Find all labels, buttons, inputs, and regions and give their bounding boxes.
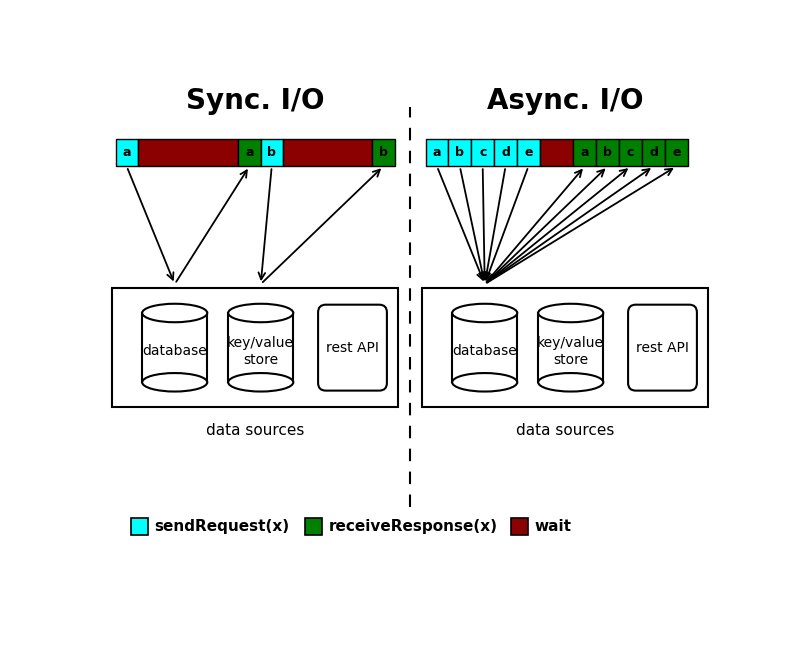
Bar [261,139,283,167]
Text: rest API: rest API [636,341,689,354]
Text: key/value
store: key/value store [538,336,604,367]
Text: sendRequest(x): sendRequest(x) [154,519,290,534]
Ellipse shape [228,373,294,391]
Text: c: c [479,146,486,159]
Text: a: a [433,146,441,159]
Bar [131,518,148,535]
Text: b: b [455,146,464,159]
Text: receiveResponse(x): receiveResponse(x) [329,519,498,534]
Text: key/value
store: key/value store [227,336,294,367]
Text: a: a [581,146,589,159]
Bar [510,518,528,535]
Text: a: a [245,146,254,159]
Bar [538,313,603,382]
Text: b: b [267,146,276,159]
Bar [642,139,665,167]
Ellipse shape [142,373,207,391]
Text: Sync. I/O: Sync. I/O [186,87,324,115]
Text: data sources: data sources [516,422,614,437]
Text: database: database [142,345,207,358]
Bar [112,288,398,408]
Bar [540,139,574,167]
Bar [596,139,619,167]
Bar [283,139,372,167]
Bar [517,139,540,167]
Bar [452,313,518,382]
Bar [494,139,517,167]
Text: rest API: rest API [326,341,379,354]
Ellipse shape [142,304,207,322]
Ellipse shape [228,304,294,322]
Text: wait: wait [534,519,571,534]
Text: database: database [452,345,517,358]
FancyBboxPatch shape [628,305,697,391]
Bar [142,313,207,382]
FancyBboxPatch shape [318,305,387,391]
Bar [422,288,708,408]
Bar [306,518,322,535]
Text: d: d [501,146,510,159]
Text: d: d [649,146,658,159]
Bar [665,139,688,167]
Text: a: a [122,146,131,159]
Ellipse shape [538,373,603,391]
Bar [372,139,394,167]
Text: b: b [379,146,388,159]
Ellipse shape [452,373,518,391]
Text: c: c [627,146,634,159]
Ellipse shape [538,304,603,322]
Bar [238,139,261,167]
Text: e: e [524,146,533,159]
Text: b: b [603,146,612,159]
Bar [471,139,494,167]
Bar [426,139,448,167]
Text: Async. I/O: Async. I/O [486,87,643,115]
Bar [619,139,642,167]
Bar [115,139,138,167]
Bar [574,139,596,167]
Bar [448,139,471,167]
Text: data sources: data sources [206,422,304,437]
Ellipse shape [452,304,518,322]
Bar [228,313,294,382]
Text: e: e [672,146,681,159]
Bar [138,139,238,167]
